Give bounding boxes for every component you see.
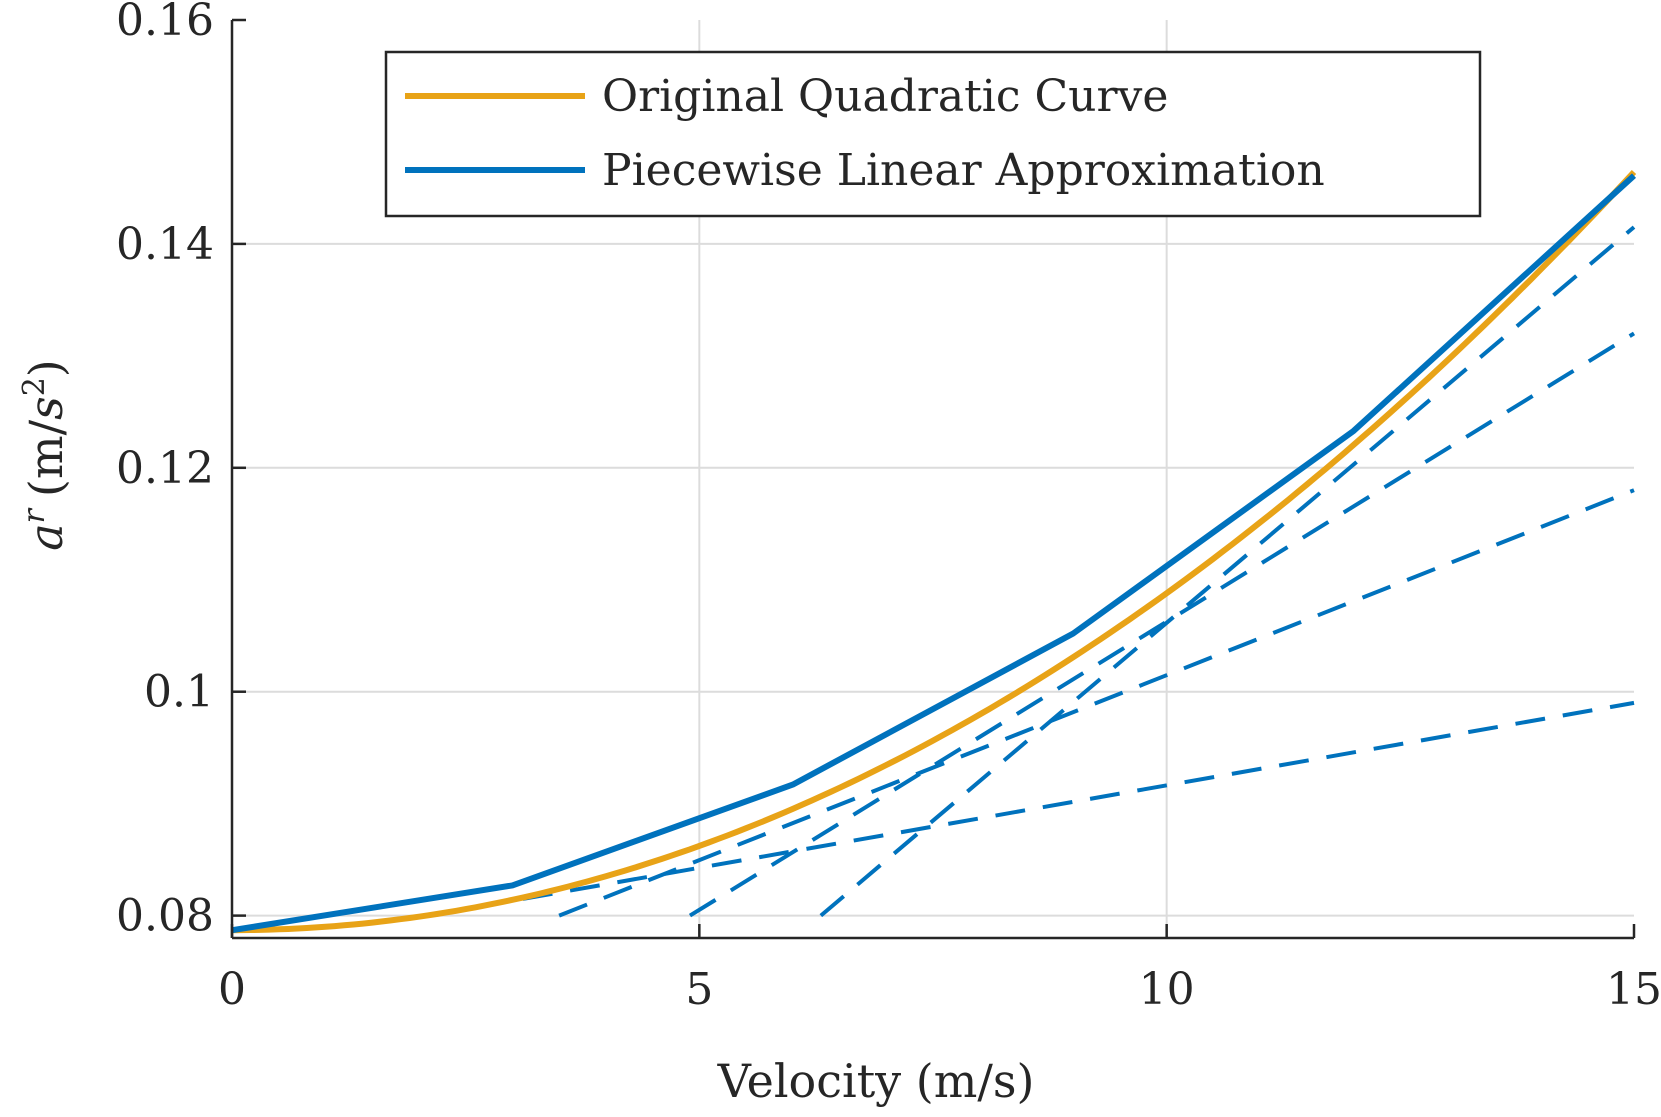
y-axis-units-exp: 2 <box>17 377 52 396</box>
y-tick-label: 0.12 <box>116 443 214 494</box>
y-axis-symbol: a <box>19 523 73 550</box>
tangent-dashed-line <box>427 700 1635 918</box>
series-original-quadratic-curve <box>231 169 1637 934</box>
legend-label-piecewise: Piecewise Linear Approximation <box>602 145 1325 196</box>
legend-box <box>384 50 1482 218</box>
tick-labels: 0 5 10 15 0.08 0.1 0.12 0.14 0.16 <box>116 0 1661 1015</box>
y-axis-units-open: (m/ <box>19 419 73 497</box>
x-tick-label: 15 <box>1606 964 1661 1015</box>
legend: Original Quadratic Curve Piecewise Linea… <box>384 50 1482 218</box>
axes <box>230 18 1636 940</box>
tangent-dashed-line <box>558 488 1635 918</box>
y-axis-label: ar (m/s2) <box>17 359 73 551</box>
y-tick-label: 0.1 <box>144 667 214 718</box>
x-tick-label: 0 <box>218 964 246 1015</box>
y-tick-label: 0.16 <box>116 0 214 46</box>
tangent-dashed-line <box>819 225 1636 918</box>
y-axis-units-close: ) <box>19 359 73 377</box>
x-axis-label: Velocity (m/s) <box>717 1054 1035 1108</box>
y-tick-label: 0.08 <box>116 891 214 942</box>
x-tick-label: 5 <box>685 964 713 1015</box>
x-tick-label: 10 <box>1139 964 1195 1015</box>
y-axis-superscript: r <box>17 507 52 523</box>
series-piecewise-linear-approximation <box>231 173 1637 934</box>
dashed-tangent-lines <box>427 225 1636 918</box>
legend-label-quadratic: Original Quadratic Curve <box>602 71 1168 122</box>
y-tick-label: 0.14 <box>116 219 214 270</box>
y-axis-units-var: s <box>19 396 73 420</box>
series-layer <box>231 169 1637 934</box>
